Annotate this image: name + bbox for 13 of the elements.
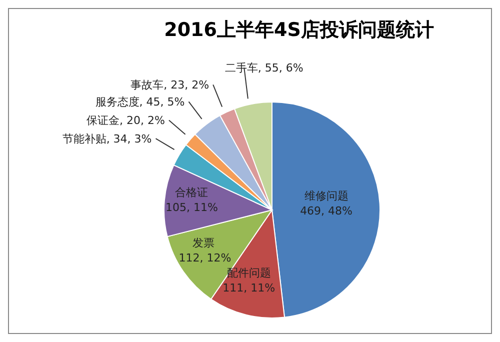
slice-label: 二手车, 55, 6% [224, 62, 304, 75]
chart-title: 2016上半年4S店投诉问题统计 [163, 18, 435, 43]
data-label: 469, 48% [300, 204, 353, 218]
slice-label: 事故车, 23, 2% [130, 78, 210, 92]
slice-label: 合格证 [175, 186, 208, 200]
slice-label: 维修问题 [304, 190, 348, 203]
data-label: 105, 11% [165, 201, 218, 214]
slice-label: 保证金, 20, 2% [86, 114, 165, 128]
slice-label: 服务态度, 45, 5% [95, 96, 185, 109]
data-label: 112, 12% [178, 251, 232, 264]
slice-label: 节能补贴, 34, 3% [62, 132, 152, 146]
data-label: 111, 11% [222, 281, 276, 294]
slice-label: 发票 [192, 236, 218, 250]
